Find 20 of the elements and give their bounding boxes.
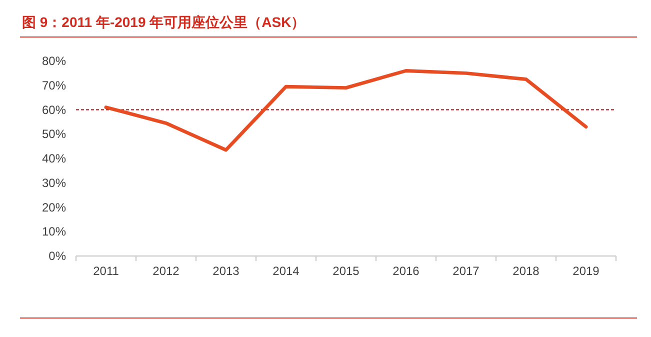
y-tick-label: 70% — [42, 78, 66, 92]
x-tick-label: 2019 — [572, 264, 600, 278]
y-tick-label: 20% — [42, 200, 66, 214]
x-tick-label: 2012 — [152, 264, 180, 278]
x-tick-label: 2011 — [93, 264, 120, 278]
y-tick-label: 40% — [42, 152, 66, 166]
x-tick-label: 2014 — [272, 264, 300, 278]
line-series — [104, 69, 588, 152]
x-tick-label: 2017 — [452, 264, 480, 278]
chart-title: 图 9：2011 年-2019 年可用座位公里（ASK） — [22, 14, 306, 30]
y-tick-label: 60% — [42, 102, 66, 117]
x-tick-label: 2018 — [512, 264, 540, 278]
x-tick-label: 2015 — [332, 264, 360, 278]
y-tick-label: 30% — [42, 176, 66, 190]
x-tick-label: 2016 — [392, 264, 420, 278]
y-tick-label: 10% — [42, 224, 66, 239]
y-tick-label: 0% — [48, 249, 66, 263]
x-tick-label: 2013 — [212, 264, 240, 278]
y-tick-label: 80% — [42, 54, 66, 68]
y-tick-label: 50% — [42, 127, 66, 142]
